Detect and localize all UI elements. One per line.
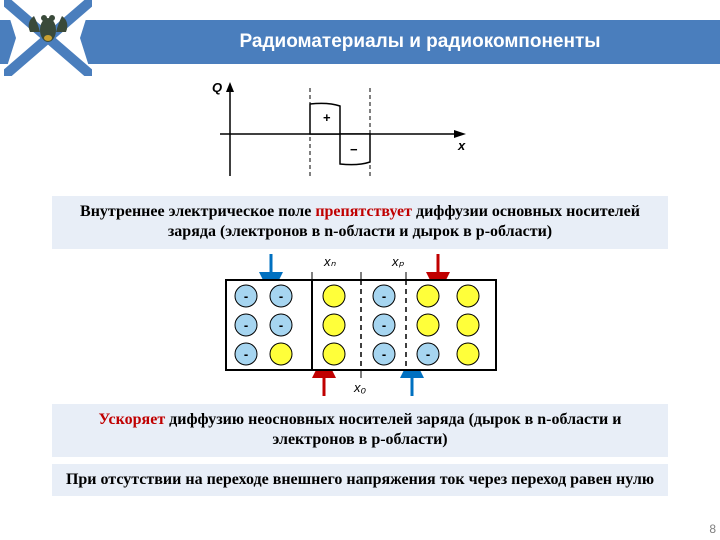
textbox2-highlight: Ускоряет (99, 411, 166, 428)
pn-junction-diagram: xₙ xₚ x₀ - - - - - (206, 248, 516, 398)
plus-sign: + (323, 110, 331, 125)
textbox-zero-current: При отсутствии на переходе внешнего напр… (52, 464, 668, 496)
logo-emblem (4, 0, 92, 76)
minus-sign: − (350, 142, 358, 157)
x-axis-label: x (457, 138, 466, 153)
svg-text:-: - (244, 318, 248, 333)
y-axis-label: Q (212, 80, 222, 95)
svg-text:-: - (382, 347, 386, 362)
svg-text:-: - (382, 318, 386, 333)
x0-label: x₀ (353, 380, 367, 395)
svg-text:-: - (279, 289, 283, 304)
xp-label: xₚ (391, 254, 405, 269)
svg-text:-: - (244, 289, 248, 304)
xn-label: xₙ (323, 254, 337, 269)
svg-text:-: - (279, 318, 283, 333)
textbox-field-accelerates: Ускоряет диффузию неосновных носителей з… (52, 404, 668, 457)
textbox-field-opposes: Внутреннее электрическое поле препятству… (52, 196, 668, 249)
page-title: Радиоматериалы и радиокомпоненты (119, 31, 600, 53)
header-bar: Радиоматериалы и радиокомпоненты (0, 20, 720, 64)
textbox3-text: При отсутствии на переходе внешнего напр… (66, 471, 654, 488)
svg-text:-: - (426, 347, 430, 362)
charge-graph: + − Q x (200, 78, 478, 186)
textbox2-rest: диффузию неосновных носителей заряда (ды… (165, 411, 621, 448)
svg-text:-: - (382, 289, 386, 304)
textbox1-highlight: препятствует (315, 203, 412, 220)
textbox1-part1: Внутреннее электрическое поле (80, 203, 315, 220)
page-number: 8 (709, 522, 716, 536)
svg-text:-: - (244, 347, 248, 362)
